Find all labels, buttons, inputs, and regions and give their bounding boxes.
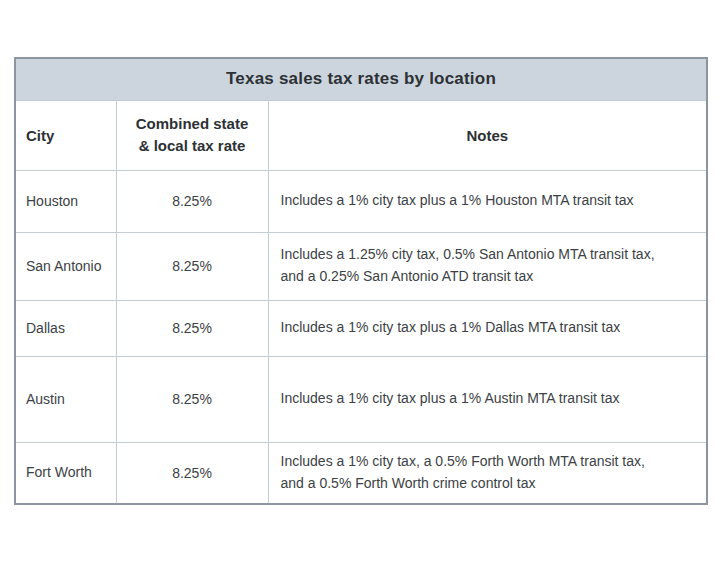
notes-cell: Includes a 1% city tax plus a 1% Houston… bbox=[268, 170, 707, 232]
page-background: Texas sales tax rates by location City C… bbox=[0, 0, 720, 568]
rate-cell: 8.25% bbox=[116, 356, 268, 442]
column-header-notes: Notes bbox=[268, 100, 707, 170]
table-row-houston: Houston 8.25% Includes a 1% city tax plu… bbox=[15, 170, 707, 232]
table-title: Texas sales tax rates by location bbox=[15, 58, 707, 100]
table-row-san-antonio: San Antonio 8.25% Includes a 1.25% city … bbox=[15, 232, 707, 300]
table-row-austin: Austin 8.25% Includes a 1% city tax plus… bbox=[15, 356, 707, 442]
city-cell: Fort Worth bbox=[15, 442, 116, 504]
table-header-row: City Combined state & local tax rate Not… bbox=[15, 100, 707, 170]
rate-cell: 8.25% bbox=[116, 170, 268, 232]
column-header-city: City bbox=[15, 100, 116, 170]
notes-cell: Includes a 1.25% city tax, 0.5% San Anto… bbox=[268, 232, 707, 300]
notes-cell: Includes a 1% city tax plus a 1% Austin … bbox=[268, 356, 707, 442]
table-row-dallas: Dallas 8.25% Includes a 1% city tax plus… bbox=[15, 300, 707, 356]
table-title-row: Texas sales tax rates by location bbox=[15, 58, 707, 100]
tax-rates-table: Texas sales tax rates by location City C… bbox=[14, 57, 708, 505]
rate-cell: 8.25% bbox=[116, 442, 268, 504]
table-row-fort-worth: Fort Worth 8.25% Includes a 1% city tax,… bbox=[15, 442, 707, 504]
city-cell: Houston bbox=[15, 170, 116, 232]
column-header-rate: Combined state & local tax rate bbox=[116, 100, 268, 170]
city-cell: Austin bbox=[15, 356, 116, 442]
rate-cell: 8.25% bbox=[116, 232, 268, 300]
notes-cell: Includes a 1% city tax, a 0.5% Forth Wor… bbox=[268, 442, 707, 504]
notes-cell: Includes a 1% city tax plus a 1% Dallas … bbox=[268, 300, 707, 356]
city-cell: San Antonio bbox=[15, 232, 116, 300]
city-cell: Dallas bbox=[15, 300, 116, 356]
rate-cell: 8.25% bbox=[116, 300, 268, 356]
